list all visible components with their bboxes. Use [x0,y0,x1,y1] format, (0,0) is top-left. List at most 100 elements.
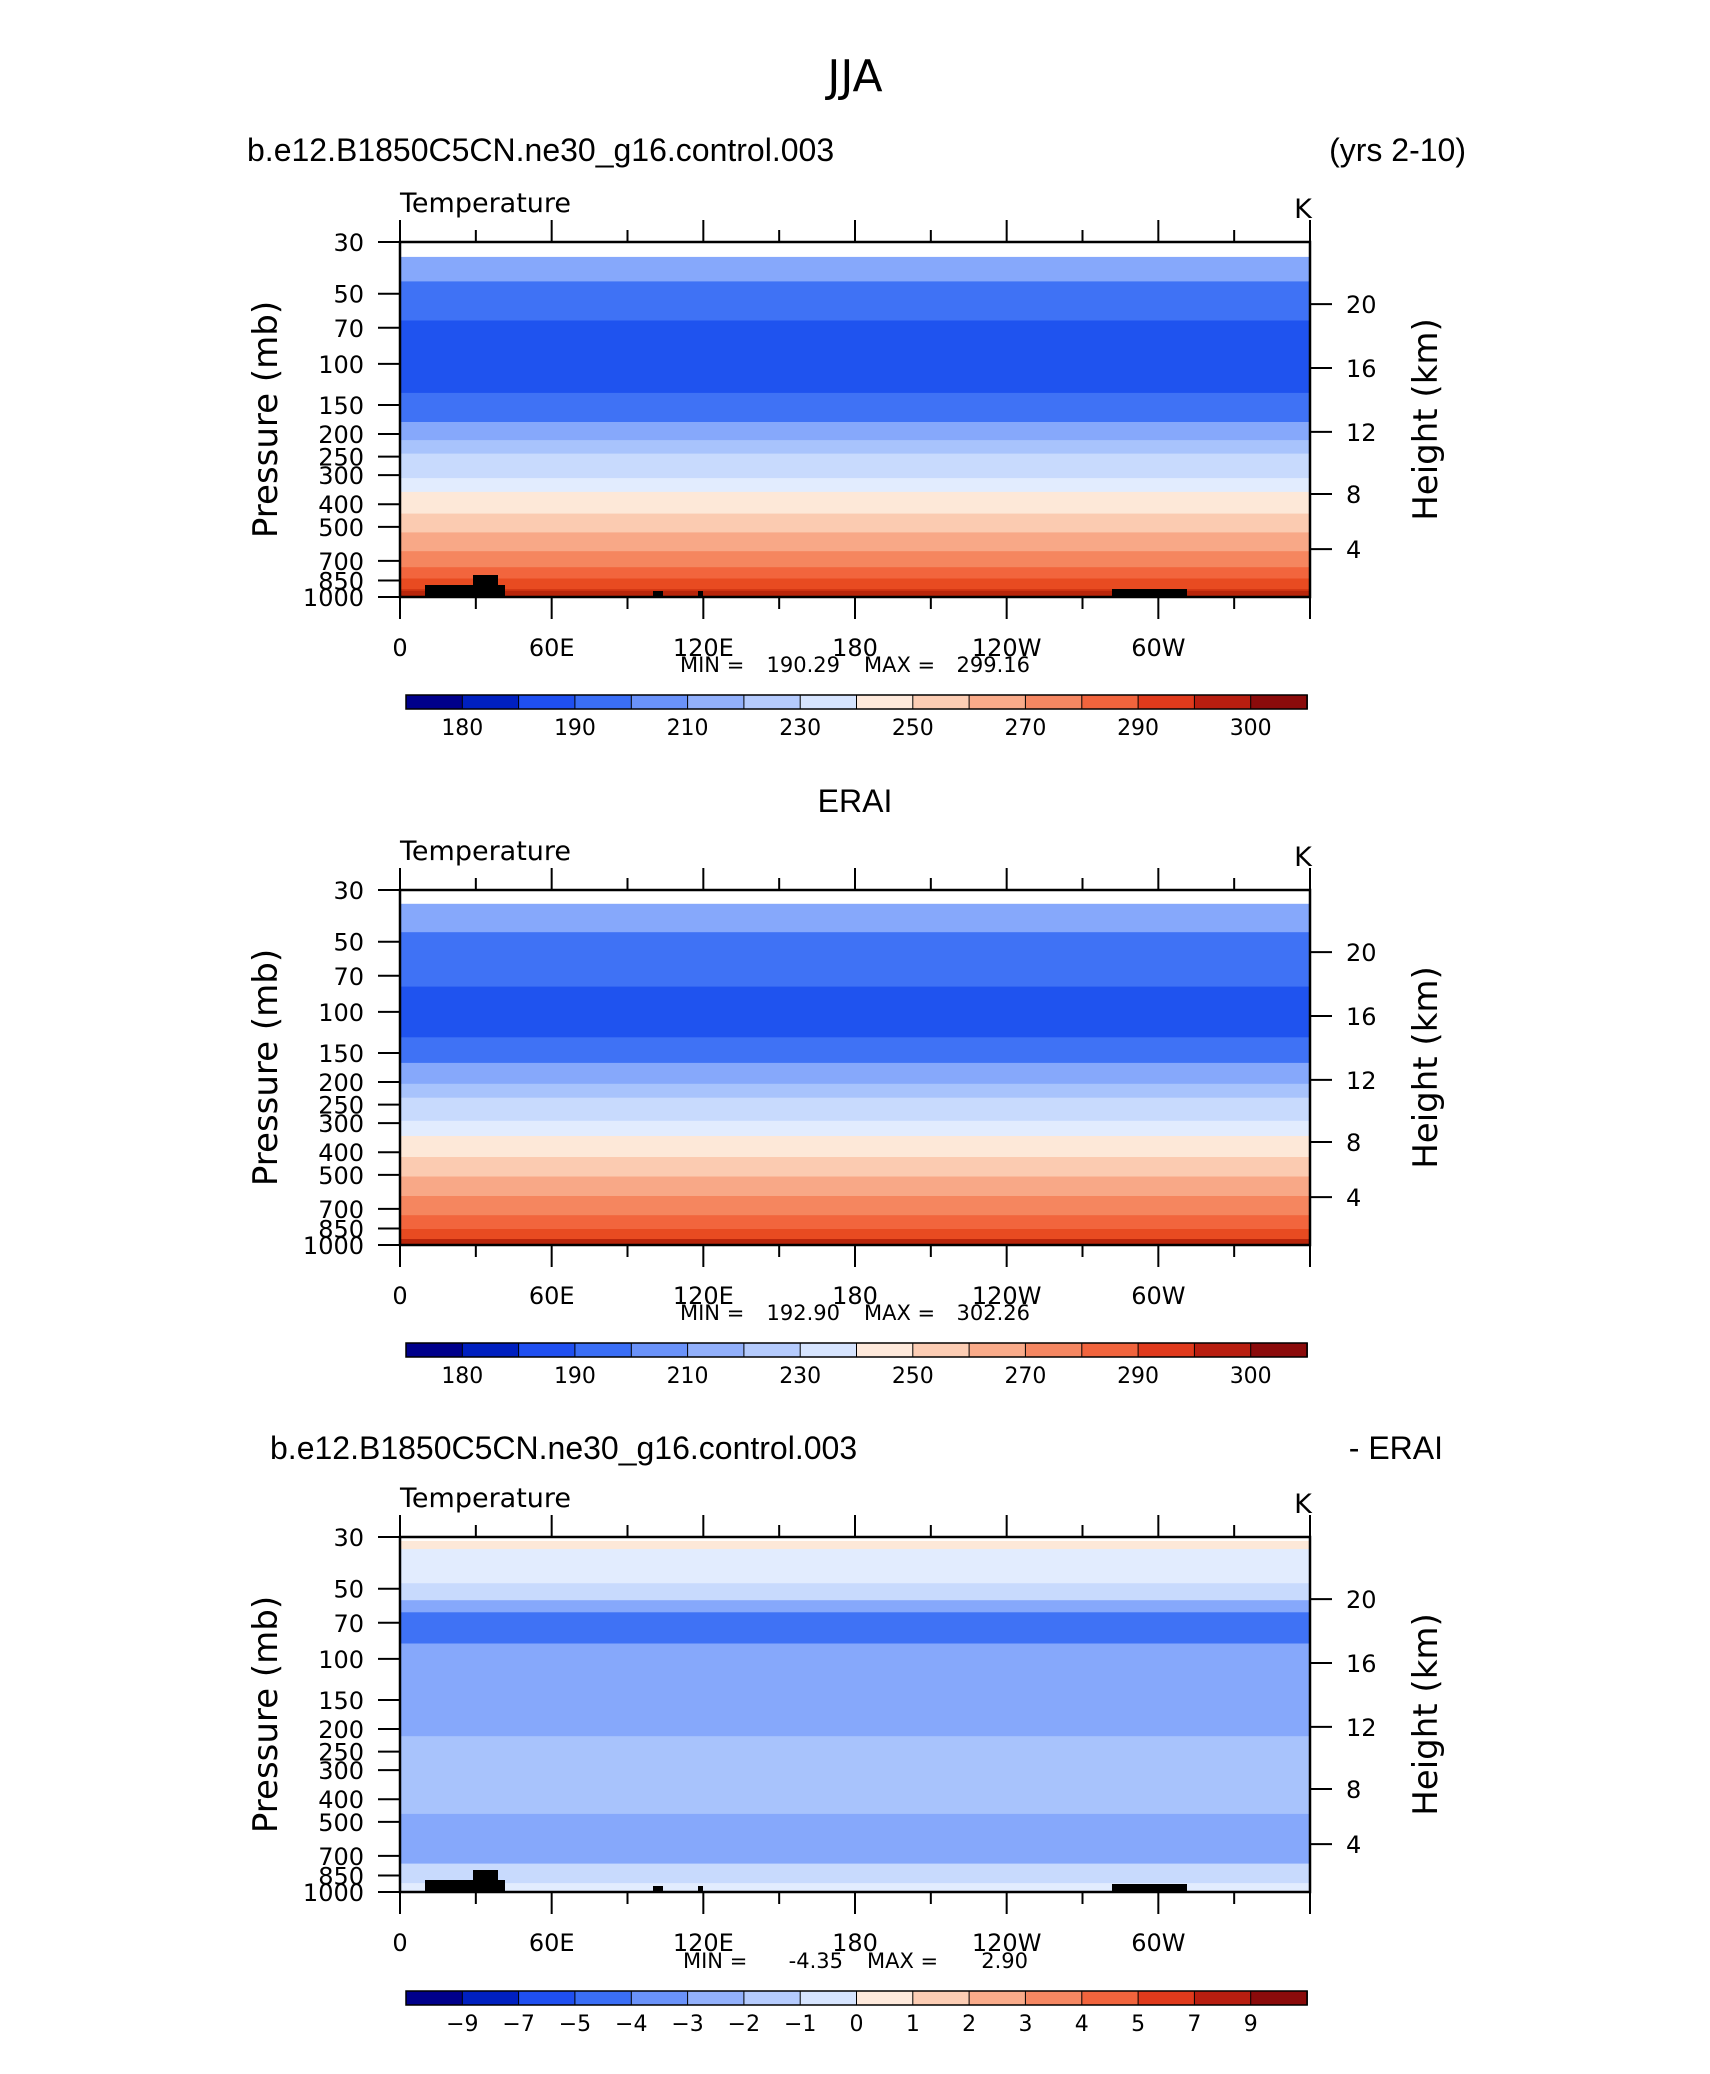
y-axis-label-height: Height (km) [1406,966,1446,1169]
pressure-tick-label: 100 [318,351,364,379]
pressure-tick-label: 150 [318,1040,364,1068]
panel-diff-min-value: -4.35 [789,1949,843,1973]
pressure-tick-label: 250 [318,444,364,472]
colorbar-swatch [1024,694,1083,710]
panel-diff-variable: Temperature [399,1483,571,1514]
colorbar-swatch [518,694,576,710]
pressure-tick-label: 200 [318,1069,364,1097]
contour-band [400,513,1310,533]
colorbar-frame [405,1990,1308,2006]
lon-tick-label: 0 [392,634,407,662]
colorbar-swatch [687,1342,745,1358]
contour-band [400,1883,1310,1893]
colorbar-swatch [968,1342,1027,1358]
lon-tick-label: 180 [832,1929,878,1957]
topography-mask [698,1886,703,1892]
colorbar-swatch [856,1990,914,2006]
pressure-tick-label: 100 [318,1646,364,1674]
pressure-tick-label: 70 [333,963,364,991]
pressure-tick-label: 70 [333,315,364,343]
colorbar-swatch [405,694,464,710]
contour-band [400,1239,1310,1245]
contour-band [400,256,1310,282]
colorbar-label: 2 [962,2012,976,2037]
pressure-tick-label: 1000 [303,584,364,612]
contour-band [400,478,1310,493]
lon-tick-label: 120E [673,1282,734,1310]
topography-mask [473,1870,498,1892]
height-tick-label: 20 [1346,939,1377,967]
pressure-tick-label: 30 [333,877,364,905]
colorbar-label: −5 [559,2012,591,2037]
height-tick-label: 4 [1346,1831,1361,1859]
contour-band [400,1037,1310,1064]
pressure-tick-label: 50 [333,281,364,309]
colorbar-obs: 180 190 210 230 250 270 290 300 [405,1342,1308,1389]
panel-model-min-label: MIN = [680,653,744,677]
y-axis-label-height: Height (km) [1406,1613,1446,1816]
colorbar-swatch [461,1342,520,1358]
panel-model-units: K [1294,194,1313,225]
lon-tick-label: 180 [832,1282,878,1310]
panel-obs-min-label: MIN = [680,1301,744,1325]
colorbar-swatch [518,1990,576,2006]
height-tick-label: 16 [1346,355,1377,383]
colorbar-swatch [1193,1990,1252,2006]
pressure-tick-label: 150 [318,392,364,420]
colorbar-swatch [405,1342,464,1358]
colorbar-label: −3 [671,2012,703,2037]
colorbar-swatch [799,1342,858,1358]
colorbar-label: 1 [906,2012,920,2037]
panel-diff: b.e12.B1850C5CN.ne30_g16.control.003 - E… [246,1430,1446,2037]
lon-tick-label: 120W [972,1929,1042,1957]
pressure-tick-label: 850 [318,1863,364,1891]
colorbar-label: 9 [1244,2012,1258,2037]
colorbar-swatch [518,1342,576,1358]
panel-obs-units: K [1294,842,1313,873]
height-tick-label: 4 [1346,536,1361,564]
pressure-tick-label: 200 [318,1716,364,1744]
contour-band [400,1736,1310,1815]
contour-band [400,532,1310,552]
contour-band [400,1612,1310,1645]
pressure-tick-label: 1000 [303,1879,364,1907]
pressure-tick-label: 700 [318,1196,364,1224]
contour-band [400,1120,1310,1137]
pressure-tick-label: 700 [318,1843,364,1871]
topography-mask [653,1886,663,1892]
y-axis-label-height: Height (km) [1406,318,1446,521]
contour-band [400,422,1310,441]
colorbar-swatch [1081,1990,1140,2006]
colorbar-swatch [687,694,745,710]
panel-obs-max-value: 302.26 [957,1301,1030,1325]
pressure-tick-label: 500 [318,1162,364,1190]
contour-band [400,1062,1310,1085]
colorbar-label: 7 [1187,2012,1201,2037]
colorbar-label: 300 [1230,716,1272,741]
colorbar-swatch [461,694,520,710]
contour-band [400,491,1310,515]
pressure-tick-label: 150 [318,1687,364,1715]
colorbar-swatch [1250,1342,1308,1358]
contour-band [400,1583,1310,1601]
colorbar-swatch [799,1990,858,2006]
pressure-tick-label: 250 [318,1739,364,1767]
colorbar-label: 0 [850,2012,864,2037]
colorbar-frame [405,1342,1308,1358]
panel-diff-units: K [1294,1489,1313,1520]
contour-band [400,1537,1310,1542]
colorbar-swatch [856,694,914,710]
colorbar-label: −1 [784,2012,816,2037]
pressure-tick-label: 300 [318,1757,364,1785]
contour-band [400,1540,1310,1550]
panel-model-header-right: (yrs 2-10) [1329,132,1466,168]
colorbar-label: −9 [446,2012,478,2037]
colorbar-swatch [461,1990,520,2006]
colorbar-label: 3 [1018,2012,1032,2037]
contour-band [400,1196,1310,1216]
contour-band [400,551,1310,568]
contour-band [400,986,1310,1038]
topography-mask [1112,1884,1187,1892]
colorbar-swatch [630,694,689,710]
contour-band [400,578,1310,590]
